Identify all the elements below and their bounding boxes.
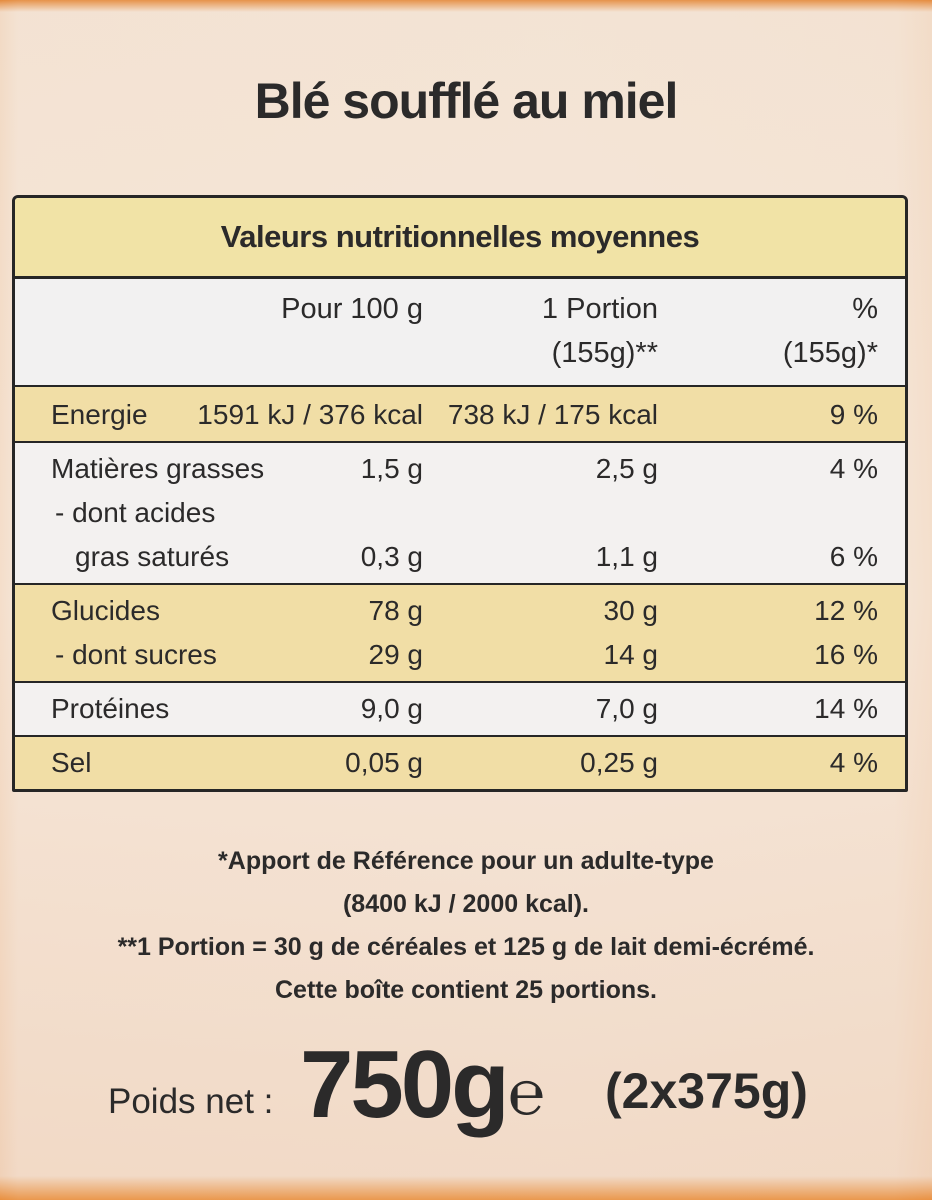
- cell-value: 29 g: [368, 639, 424, 670]
- row-label: Matières grasses: [51, 453, 265, 484]
- row-label: Glucides: [51, 595, 160, 626]
- cell-value: 1,5 g: [360, 453, 423, 484]
- title: Blé soufflé au miel: [254, 73, 679, 129]
- column-header: Pour 100 g: [281, 293, 423, 325]
- net-weight-label: Poids net :: [108, 1082, 274, 1121]
- cell-value: 14 %: [814, 693, 878, 724]
- row-label: - dont acides: [55, 497, 216, 528]
- cell-value: 6 %: [829, 541, 878, 572]
- cell-value: 12 %: [814, 595, 878, 626]
- cell-value: 4 %: [829, 453, 878, 484]
- row-group: Protéines 9,0 g 7,0 g 14 %: [15, 681, 905, 735]
- table-row: Protéines 9,0 g 7,0 g 14 %: [15, 687, 905, 731]
- row-label: - dont sucres: [55, 639, 217, 670]
- row-label: gras saturés: [75, 541, 230, 572]
- cell-value: 1,1 g: [595, 541, 658, 572]
- table-caption: Valeurs nutritionnelles moyennes: [15, 198, 905, 279]
- cell-value: 9 %: [829, 399, 878, 430]
- footnotes: *Apport de Référence pour un adulte-type…: [0, 840, 932, 1012]
- table-row: Energie 1591 kJ / 376 kcal 738 kJ / 175 kc…: [15, 393, 905, 437]
- cell-value: 0,3 g: [360, 541, 423, 572]
- cell-value: 2,5 g: [595, 453, 658, 484]
- cell-value: 1591 kJ / 376 kcal: [197, 399, 423, 430]
- footnote: **1 Portion = 30 g de céréales et 125 g …: [117, 933, 815, 961]
- net-weight-detail: (2x375g): [605, 1063, 808, 1119]
- column-header: 1 Portion: [541, 293, 658, 325]
- net-weight-value: 750g: [300, 1031, 510, 1138]
- row-label: Sel: [51, 747, 92, 778]
- cell-value: 16 %: [814, 639, 878, 670]
- footnote: (8400 kJ / 2000 kcal).: [342, 890, 590, 918]
- table-row: - dont sucres 29 g 14 g 16 %: [15, 633, 905, 677]
- column-header: (155g)*: [782, 337, 878, 369]
- column-header: (155g)**: [551, 337, 658, 369]
- row-group: Matières grasses 1,5 g 2,5 g 4 % - dont acid…: [15, 441, 905, 583]
- cell-value: 0,25 g: [580, 747, 658, 778]
- cell-value: 78 g: [368, 595, 424, 626]
- cell-value: 7,0 g: [595, 693, 658, 724]
- cell-value: 14 g: [603, 639, 659, 670]
- row-group: Glucides 78 g 30 g 12 % - dont sucres 29 g 14 …: [15, 583, 905, 681]
- estimated-sign: ℮: [508, 1059, 546, 1128]
- cell-value: 30 g: [603, 595, 659, 626]
- cell-value: 9,0 g: [360, 693, 423, 724]
- table-row: - dont acides gras saturés 0,3 g 1,1 g 6 %: [15, 491, 905, 579]
- row-group: Sel 0,05 g 0,25 g 4 %: [15, 735, 905, 789]
- table-row: Glucides 78 g 30 g 12 %: [15, 589, 905, 633]
- table-header: Pour 100 g 1 Portion (155g)**% (155g)*: [15, 279, 905, 385]
- table-row: Sel 0,05 g 0,25 g 4 %: [15, 741, 905, 785]
- cell-value: 738 kJ / 175 kcal: [447, 399, 658, 430]
- row-label: Protéines: [51, 693, 170, 724]
- footnote: Cette boîte contient 25 portions.: [275, 976, 657, 1004]
- column-header: %: [852, 293, 878, 325]
- cell-value: 4 %: [829, 747, 878, 778]
- nutrition-table: Valeurs nutritionnelles moyennes Pour 10…: [12, 195, 908, 792]
- row-label: Energie: [51, 399, 148, 430]
- row-group: Energie 1591 kJ / 376 kcal 738 kJ / 175 kc…: [15, 385, 905, 441]
- table-row: Matières grasses 1,5 g 2,5 g 4 %: [15, 447, 905, 491]
- cell-value: 0,05 g: [345, 747, 423, 778]
- footnote: *Apport de Référence pour un adulte-type: [218, 847, 714, 875]
